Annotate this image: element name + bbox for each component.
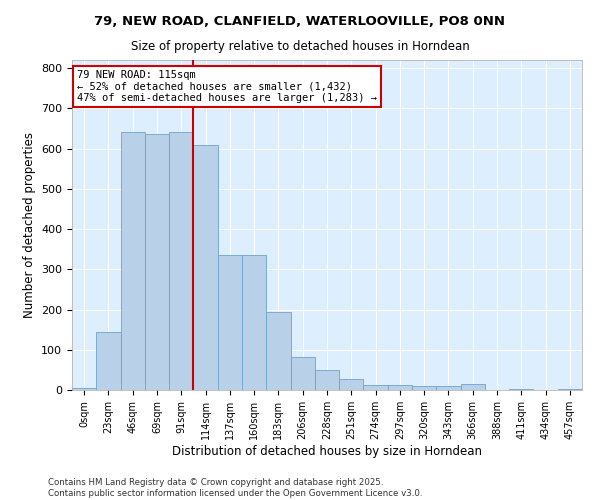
Y-axis label: Number of detached properties: Number of detached properties <box>23 132 35 318</box>
Bar <box>169 132 193 390</box>
Bar <box>461 384 485 390</box>
Bar <box>436 386 461 390</box>
Bar <box>96 332 121 390</box>
Bar <box>412 386 436 390</box>
Text: Contains HM Land Registry data © Crown copyright and database right 2025.
Contai: Contains HM Land Registry data © Crown c… <box>48 478 422 498</box>
Bar <box>364 385 388 390</box>
X-axis label: Distribution of detached houses by size in Horndean: Distribution of detached houses by size … <box>172 444 482 458</box>
Bar <box>558 389 582 390</box>
Text: 79, NEW ROAD, CLANFIELD, WATERLOOVILLE, PO8 0NN: 79, NEW ROAD, CLANFIELD, WATERLOOVILLE, … <box>95 15 505 28</box>
Bar <box>266 312 290 390</box>
Text: Size of property relative to detached houses in Horndean: Size of property relative to detached ho… <box>131 40 469 53</box>
Bar <box>339 379 364 390</box>
Bar <box>72 388 96 390</box>
Bar <box>509 389 533 390</box>
Text: 79 NEW ROAD: 115sqm
← 52% of detached houses are smaller (1,432)
47% of semi-det: 79 NEW ROAD: 115sqm ← 52% of detached ho… <box>77 70 377 103</box>
Bar <box>388 385 412 390</box>
Bar <box>121 132 145 390</box>
Bar <box>193 144 218 390</box>
Bar <box>315 370 339 390</box>
Bar <box>218 255 242 390</box>
Bar <box>145 134 169 390</box>
Bar <box>242 255 266 390</box>
Bar <box>290 356 315 390</box>
